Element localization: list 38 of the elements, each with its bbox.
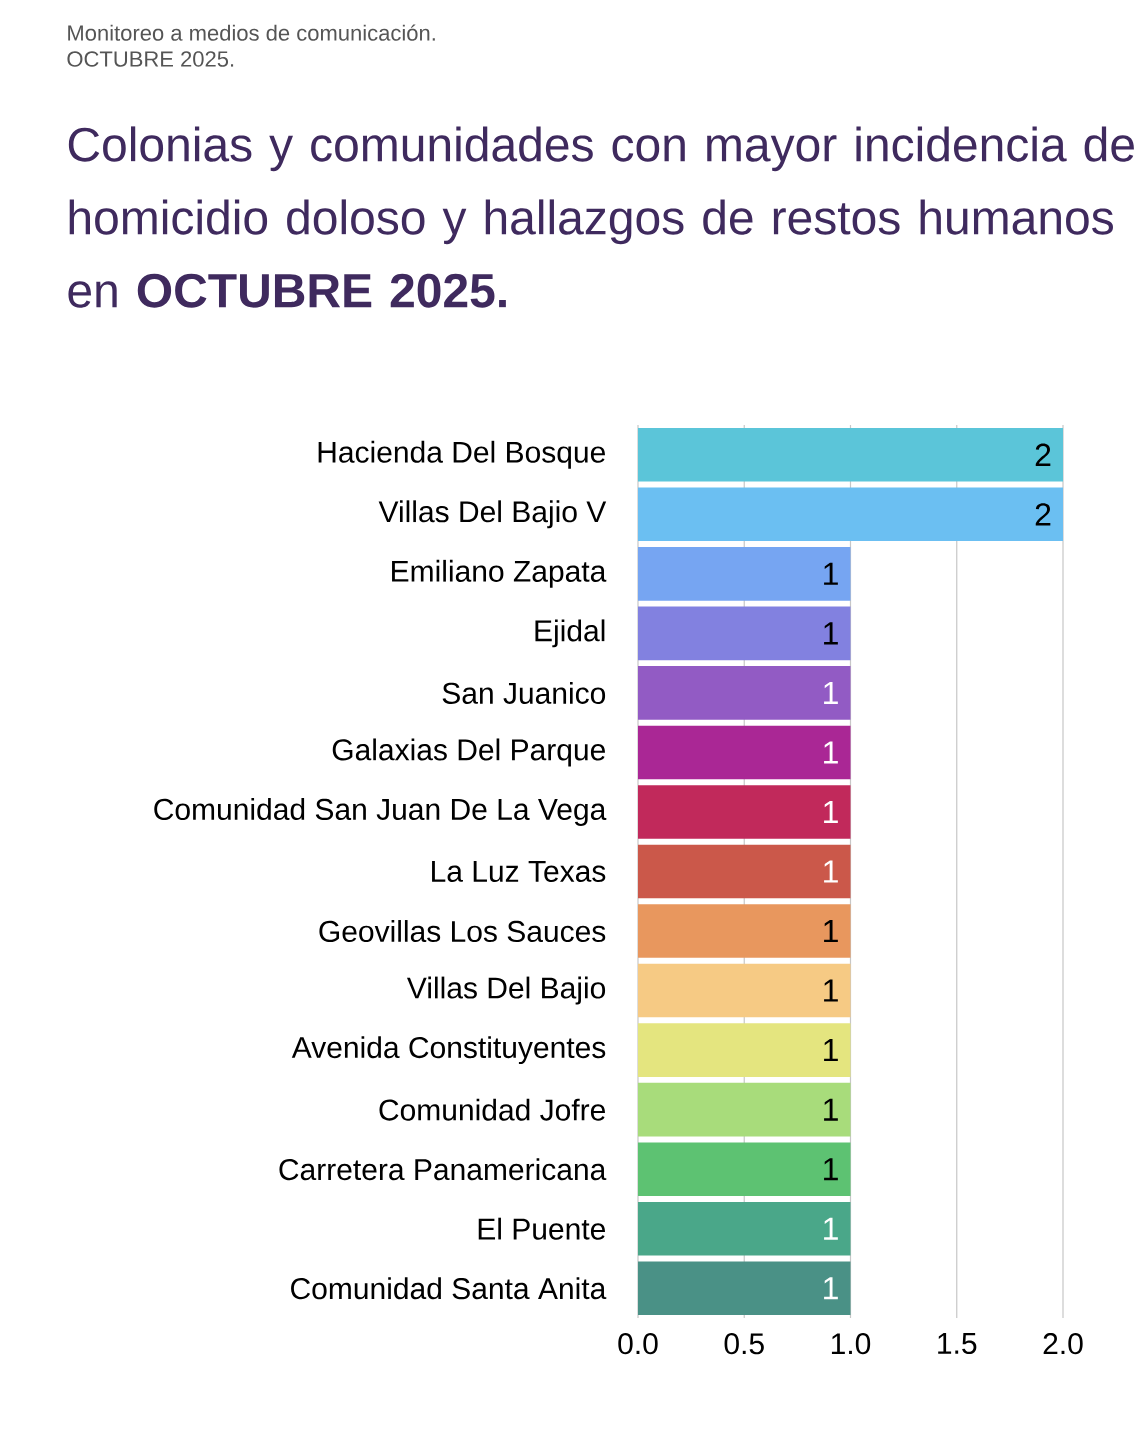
chart-title: Colonias y comunidades con mayor incidencia de homicidio doloso y hallazgos de restos humanos en OCTUBRE 2025. xyxy=(68,126,1134,308)
y-tick-label: Geovillas Los Sauces xyxy=(319,920,606,943)
x-tick-label: 2.0 xyxy=(1043,1333,1083,1355)
x-tick-label: 1.5 xyxy=(938,1333,977,1354)
data-label: 1 xyxy=(824,800,838,823)
x-tick-label: 0.5 xyxy=(724,1333,764,1355)
text: OCTUBRE 2025. xyxy=(67,51,234,67)
data-label: 1 xyxy=(824,860,838,883)
data-label: 2 xyxy=(1035,443,1051,466)
data-label: 1 xyxy=(824,1158,838,1181)
data-label: 1 xyxy=(824,1277,838,1300)
data-label: 1 xyxy=(824,1098,838,1121)
data-label: 1 xyxy=(824,979,838,1002)
y-tick-label: Comunidad Jofre xyxy=(379,1098,605,1121)
y-tick-label: El Puente xyxy=(478,1217,606,1240)
y-tick-label: Hacienda Del Bosque xyxy=(318,440,605,469)
text: Monitoreo a medios de comunicación. xyxy=(68,24,435,41)
y-tick-label: Villas Del Bajio xyxy=(406,976,606,1005)
y-tick-label: Comunidad San Juan De La Vega xyxy=(154,798,607,826)
y-tick-label: Galaxias Del Parque xyxy=(332,738,605,767)
data-label: 2 xyxy=(1035,503,1051,526)
y-tick-label: Comunidad Santa Anita xyxy=(291,1277,607,1300)
y-tick-label: La Luz Texas xyxy=(432,861,606,882)
y-tick-label: Carretera Panamericana xyxy=(279,1158,607,1181)
data-label: 1 xyxy=(824,1217,838,1240)
data-label: 1 xyxy=(824,920,838,943)
y-tick-label: Ejidal xyxy=(535,619,605,648)
data-label: 1 xyxy=(824,741,838,764)
y-tick-label: San Juanico xyxy=(442,681,606,704)
y-tick-label: Avenida Constituyentes xyxy=(291,1036,606,1065)
data-label: 1 xyxy=(824,622,838,645)
data-label: 1 xyxy=(824,681,838,704)
data-label: 1 xyxy=(824,562,838,585)
x-tick-label: 0.0 xyxy=(618,1333,658,1355)
y-tick-label: Emiliano Zapata xyxy=(392,559,607,588)
x-tick-label: 1.0 xyxy=(831,1333,871,1355)
data-label: 1 xyxy=(824,1039,838,1062)
y-tick-label: Villas Del Bajio V xyxy=(378,500,607,529)
